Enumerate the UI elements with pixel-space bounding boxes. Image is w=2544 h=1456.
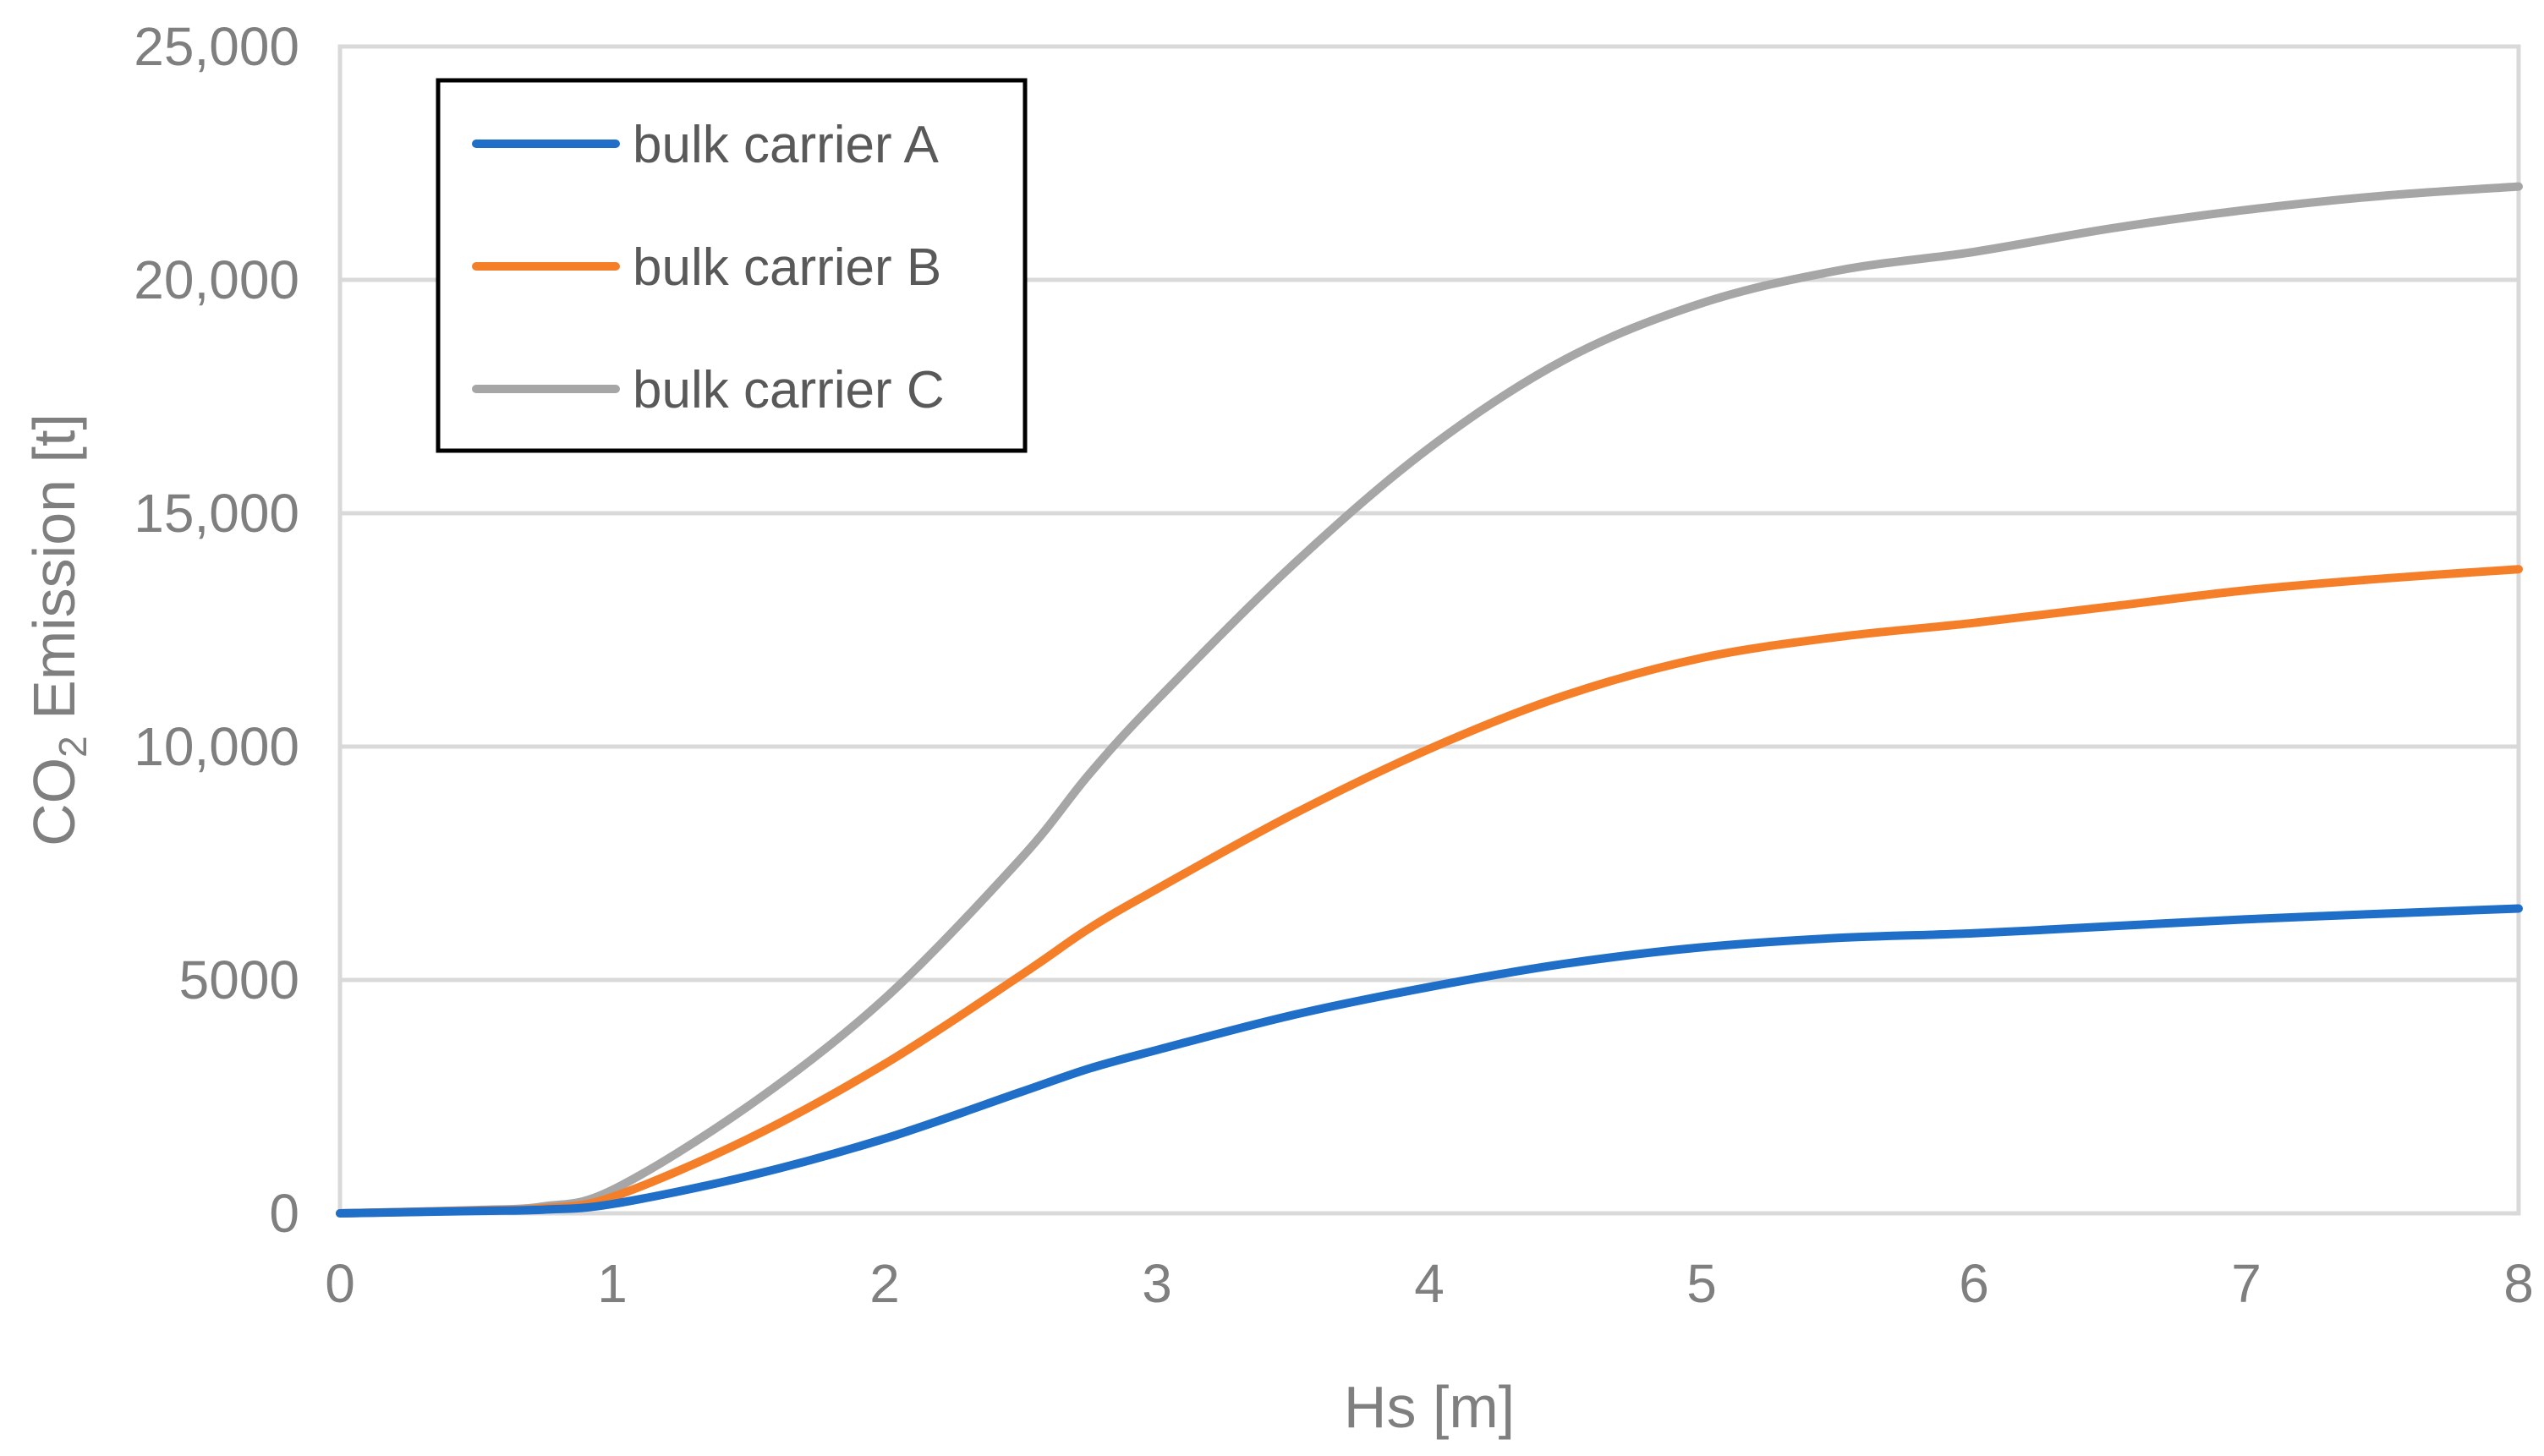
x-tick-label: 3 (1142, 1253, 1172, 1314)
series-line-2 (336, 565, 2523, 1218)
series-line-3 (336, 182, 2523, 1218)
legend-label: bulk carrier A (633, 116, 939, 174)
legend-item: bulk carrier A (472, 116, 939, 174)
legend-label: bulk carrier B (633, 238, 941, 297)
y-axis-tick-labels: 0 5000 10,000 15,000 20,000 25,000 (134, 16, 299, 1244)
x-tick-label: 5 (1686, 1253, 1717, 1314)
x-tick-label: 0 (325, 1253, 355, 1314)
y-axis-title-subscript: 2 (51, 736, 95, 758)
legend: bulk carrier A bulk carrier B bulk carrier… (436, 78, 1028, 453)
y-axis-title-suffix: Emission [t] (21, 413, 87, 736)
legend-item: bulk carrier C (472, 361, 945, 419)
y-tick-label: 20,000 (134, 249, 299, 310)
x-tick-label: 4 (1414, 1253, 1445, 1314)
y-tick-label: 0 (269, 1183, 299, 1244)
series-line-1 (336, 904, 2523, 1218)
y-axis-title: CO2 Emission [t] (21, 413, 95, 846)
x-axis-tick-labels: 0 1 2 3 4 5 6 7 8 (325, 1253, 2534, 1314)
x-tick-label: 8 (2503, 1253, 2534, 1314)
y-tick-label: 10,000 (134, 716, 299, 777)
x-tick-label: 7 (2231, 1253, 2262, 1314)
y-axis-title-prefix: CO (21, 758, 87, 846)
x-tick-label: 1 (597, 1253, 628, 1314)
x-axis-title: Hs [m] (1344, 1374, 1515, 1440)
legend-item: bulk carrier B (472, 238, 941, 297)
plot-area-frame (337, 44, 2521, 1216)
x-tick-label: 6 (1959, 1253, 1989, 1314)
y-tick-label: 15,000 (134, 483, 299, 544)
y-tick-label: 25,000 (134, 16, 299, 77)
series-lines (336, 182, 2523, 1218)
x-tick-label: 2 (869, 1253, 900, 1314)
y-tick-label: 5000 (179, 950, 299, 1010)
legend-items: bulk carrier A bulk carrier B bulk carrier… (472, 116, 945, 419)
legend-label: bulk carrier C (633, 361, 945, 419)
